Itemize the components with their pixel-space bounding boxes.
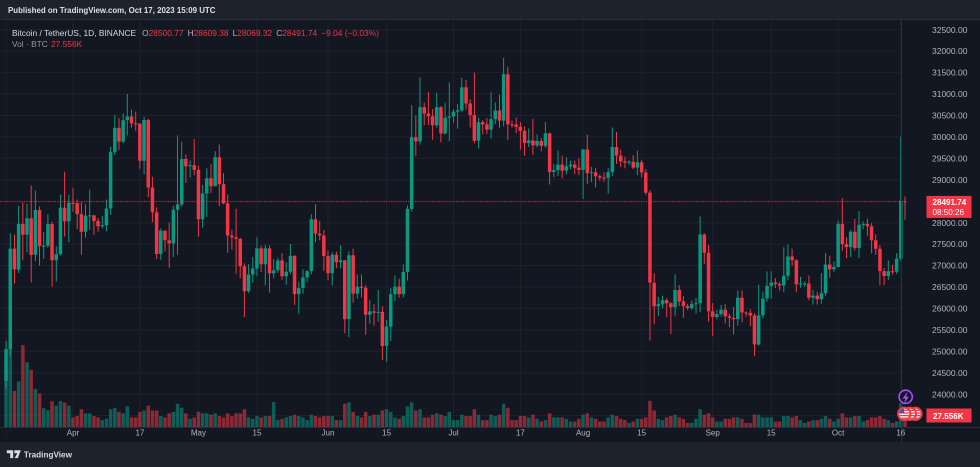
svg-text:29500.00: 29500.00 <box>932 153 968 163</box>
svg-text:Bitcoin / TetherUS, 1D, BINANC: Bitcoin / TetherUS, 1D, BINANCE O28500.77… <box>12 28 379 38</box>
svg-text:Sep: Sep <box>706 429 721 438</box>
svg-text:27.556K: 27.556K <box>51 39 83 49</box>
svg-text:24500.00: 24500.00 <box>932 368 968 378</box>
svg-text:May: May <box>191 429 206 438</box>
svg-text:25000.00: 25000.00 <box>932 346 968 356</box>
svg-text:24000.00: 24000.00 <box>932 389 968 399</box>
svg-text:26000.00: 26000.00 <box>932 304 968 314</box>
svg-text:Apr: Apr <box>67 429 80 438</box>
svg-text:15: 15 <box>382 429 391 438</box>
svg-text:Vol · BTC: Vol · BTC <box>12 39 48 49</box>
svg-text:17: 17 <box>135 429 144 438</box>
svg-text:15: 15 <box>637 429 646 438</box>
svg-text:Jul: Jul <box>448 429 458 438</box>
svg-text:15: 15 <box>253 429 262 438</box>
svg-text:31000.00: 31000.00 <box>932 89 968 99</box>
svg-text:Aug: Aug <box>576 429 590 438</box>
svg-text:27000.00: 27000.00 <box>932 261 968 271</box>
svg-text:31500.00: 31500.00 <box>932 68 968 78</box>
svg-text:28000.00: 28000.00 <box>932 218 968 228</box>
svg-text:15: 15 <box>767 429 776 438</box>
svg-text:17: 17 <box>516 429 525 438</box>
svg-text:30500.00: 30500.00 <box>932 111 968 121</box>
svg-text:30000.00: 30000.00 <box>932 132 968 142</box>
svg-text:16: 16 <box>896 429 905 438</box>
svg-text:Oct: Oct <box>832 429 845 438</box>
svg-text:29000.00: 29000.00 <box>932 175 968 185</box>
svg-text:26500.00: 26500.00 <box>932 282 968 292</box>
svg-text:08:50:26: 08:50:26 <box>933 208 965 217</box>
svg-text:28491.74: 28491.74 <box>933 198 967 207</box>
svg-text:25500.00: 25500.00 <box>932 325 968 335</box>
svg-text:32500.00: 32500.00 <box>932 25 968 35</box>
svg-text:Published on TradingView.com,: Published on TradingView.com, Oct 17, 20… <box>8 6 216 15</box>
svg-text:32000.00: 32000.00 <box>932 46 968 56</box>
svg-text:Jun: Jun <box>322 429 335 438</box>
svg-text:TradingView: TradingView <box>24 451 73 460</box>
svg-text:27500.00: 27500.00 <box>932 239 968 249</box>
svg-text:27.556K: 27.556K <box>933 412 964 421</box>
